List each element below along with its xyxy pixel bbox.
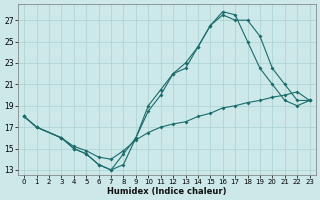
X-axis label: Humidex (Indice chaleur): Humidex (Indice chaleur) — [107, 187, 227, 196]
